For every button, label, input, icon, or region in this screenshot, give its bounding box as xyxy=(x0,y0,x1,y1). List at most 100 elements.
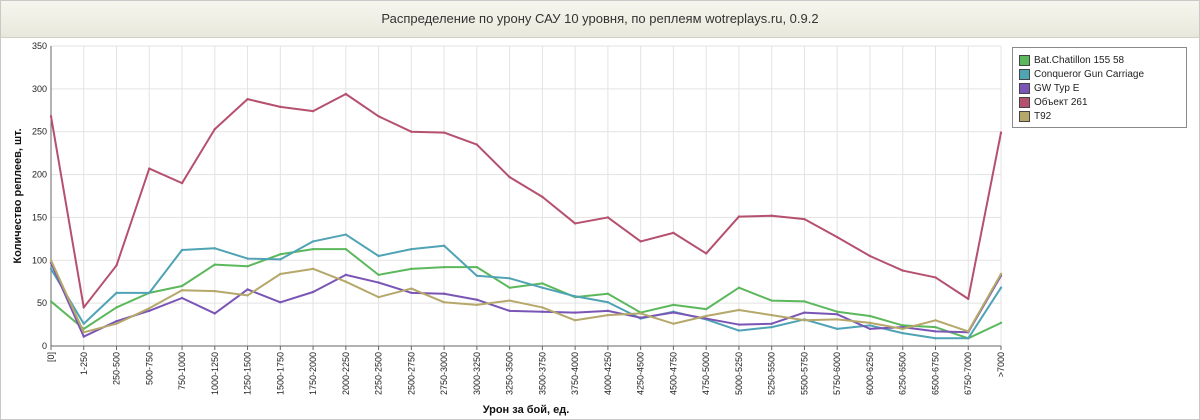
data-point-t92 xyxy=(82,331,85,334)
data-point-conqueror-gun-carriage xyxy=(246,257,249,260)
data-point-bat-chatillon-155-58 xyxy=(475,265,479,269)
data-point-conqueror-gun-carriage xyxy=(737,329,741,332)
data-point-объект-261 xyxy=(49,115,53,118)
series-lines xyxy=(49,92,1003,340)
x-tick-label: 1250-1500 xyxy=(243,352,253,395)
data-point-bat-chatillon-155-58 xyxy=(115,306,118,309)
data-point-gw-typ-e xyxy=(541,310,544,313)
data-point-gw-typ-e xyxy=(442,292,446,295)
x-tick-label: 3250-3500 xyxy=(505,352,515,395)
data-point-conqueror-gun-carriage xyxy=(508,277,511,280)
data-point-conqueror-gun-carriage xyxy=(475,274,479,277)
data-point-bat-chatillon-155-58 xyxy=(442,265,446,269)
legend-item-conqueror-gun-carriage: Conqueror Gun Carriage xyxy=(1019,67,1180,81)
data-point-gw-typ-e xyxy=(148,309,151,313)
data-point-объект-261 xyxy=(836,235,839,239)
data-point-t92 xyxy=(246,294,249,297)
data-point-conqueror-gun-carriage xyxy=(148,291,151,295)
data-point-bat-chatillon-155-58 xyxy=(999,321,1003,325)
data-point-объект-261 xyxy=(672,231,675,235)
data-point-gw-typ-e xyxy=(311,290,315,294)
data-point-объект-261 xyxy=(442,131,446,134)
data-point-bat-chatillon-155-58 xyxy=(868,314,872,318)
data-point-conqueror-gun-carriage xyxy=(999,286,1003,289)
data-point-t92 xyxy=(442,301,446,304)
x-tick-label: 2000-2250 xyxy=(341,352,351,395)
data-point-bat-chatillon-155-58 xyxy=(737,286,741,289)
x-tick-label: 4500-4750 xyxy=(668,352,678,395)
data-point-gw-typ-e xyxy=(115,319,118,323)
legend-label: Conqueror Gun Carriage xyxy=(1034,68,1145,80)
data-point-объект-261 xyxy=(311,109,315,113)
data-point-объект-261 xyxy=(999,131,1003,134)
data-point-bat-chatillon-155-58 xyxy=(180,284,184,288)
data-point-conqueror-gun-carriage xyxy=(49,267,53,271)
x-tick-label: 4250-4500 xyxy=(636,352,646,395)
data-point-t92 xyxy=(901,327,904,331)
data-point-t92 xyxy=(836,318,839,321)
y-tick-label: 350 xyxy=(32,41,47,51)
data-point-t92 xyxy=(475,303,479,307)
data-point-объект-261 xyxy=(213,127,216,131)
x-tick-label: 3000-3250 xyxy=(472,352,482,395)
data-point-t92 xyxy=(377,295,380,299)
data-point-gw-typ-e xyxy=(573,311,577,314)
data-point-объект-261 xyxy=(508,175,511,179)
data-point-gw-typ-e xyxy=(82,335,85,338)
data-point-объект-261 xyxy=(573,222,577,225)
x-tick-label: 6500-6750 xyxy=(930,352,940,395)
data-point-bat-chatillon-155-58 xyxy=(672,303,675,307)
data-point-t92 xyxy=(606,313,610,317)
x-tick-label: 6750-7000 xyxy=(963,352,973,395)
data-point-gw-typ-e xyxy=(344,273,348,277)
x-tick-label: 2750-3000 xyxy=(439,352,449,395)
legend-label: GW Typ E xyxy=(1034,82,1080,94)
data-point-объект-261 xyxy=(541,195,544,199)
data-point-gw-typ-e xyxy=(213,312,216,315)
data-point-t92 xyxy=(803,319,806,322)
x-tick-label: 4000-4250 xyxy=(603,352,613,395)
data-point-gw-typ-e xyxy=(639,316,642,319)
data-point-gw-typ-e xyxy=(475,298,479,301)
data-point-gw-typ-e xyxy=(279,301,282,304)
data-point-объект-261 xyxy=(246,97,249,101)
data-point-t92 xyxy=(573,319,577,322)
x-tick-label: 6000-6250 xyxy=(865,352,875,395)
data-point-conqueror-gun-carriage xyxy=(901,331,904,335)
data-point-объект-261 xyxy=(868,254,872,258)
legend-item-объект-261: Объект 261 xyxy=(1019,95,1180,109)
data-point-объект-261 xyxy=(934,276,937,279)
data-point-t92 xyxy=(967,330,970,333)
data-point-bat-chatillon-155-58 xyxy=(704,307,708,311)
data-point-gw-typ-e xyxy=(606,309,610,313)
data-point-t92 xyxy=(279,272,282,276)
data-point-t92 xyxy=(868,321,872,325)
series-line-gw-typ-e xyxy=(50,262,1002,338)
x-tick-label: 250-500 xyxy=(112,352,122,385)
data-point-объект-261 xyxy=(82,306,85,309)
data-point-gw-typ-e xyxy=(508,309,511,313)
x-tick-label: 1750-2000 xyxy=(308,352,318,395)
data-point-t92 xyxy=(148,307,151,310)
data-point-conqueror-gun-carriage xyxy=(311,240,315,243)
data-point-объект-261 xyxy=(737,215,741,218)
x-tick-label: 500-750 xyxy=(144,352,154,385)
data-point-объект-261 xyxy=(475,143,479,146)
x-tick-label: 1500-1750 xyxy=(275,352,285,395)
data-point-t92 xyxy=(934,319,937,322)
x-tick-label: [0] xyxy=(46,352,56,362)
grid xyxy=(50,45,1002,347)
x-tick-labels: [0] 1-250 250-500 500-750 750-1000 1000-1250 1… xyxy=(46,352,1006,395)
data-point-conqueror-gun-carriage xyxy=(442,244,446,247)
data-point-bat-chatillon-155-58 xyxy=(901,324,904,327)
data-point-gw-typ-e xyxy=(410,291,413,295)
data-point-gw-typ-e xyxy=(836,313,839,316)
x-tick-label: 4750-5000 xyxy=(701,352,711,395)
x-axis-title: Урон за бой, ед. xyxy=(483,404,570,416)
data-point-t92 xyxy=(737,308,741,312)
data-point-conqueror-gun-carriage xyxy=(836,327,839,331)
data-point-t92 xyxy=(770,313,773,317)
legend-item-t92: T92 xyxy=(1019,109,1180,123)
y-tick-label: 200 xyxy=(32,170,47,180)
data-point-conqueror-gun-carriage xyxy=(934,337,937,340)
